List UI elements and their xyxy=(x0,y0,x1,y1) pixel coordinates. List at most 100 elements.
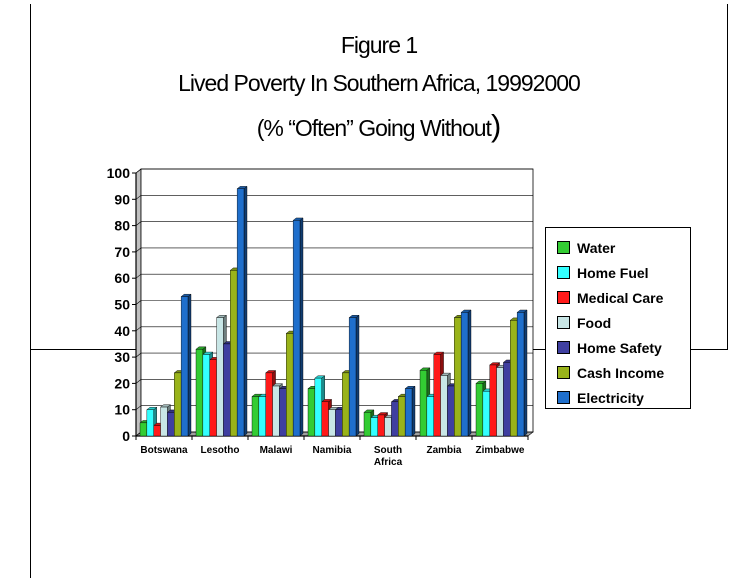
x-tick-label: Lesotho xyxy=(201,445,240,456)
gridline-side xyxy=(135,195,142,200)
bar-food xyxy=(216,317,224,437)
legend-item: Water xyxy=(557,235,690,260)
legend-item: Cash Income xyxy=(557,360,690,385)
legend-item: Home Fuel xyxy=(557,260,690,285)
gridline-side xyxy=(135,168,142,174)
bar-food xyxy=(328,409,336,437)
bar-electricity-side xyxy=(187,293,192,437)
bar-home-safety xyxy=(223,343,231,437)
y-tick-label: 50 xyxy=(114,297,130,313)
bar-electricity xyxy=(292,220,301,437)
x-tick-label: Malawi xyxy=(260,445,293,456)
gridline-side xyxy=(135,379,142,384)
y-tick-label: 70 xyxy=(114,244,130,260)
legend-label: Cash Income xyxy=(577,364,665,381)
bar-home-safety xyxy=(391,401,399,437)
bar-home-safety xyxy=(279,388,287,437)
legend-label: Electricity xyxy=(577,389,644,406)
bar-home-safety xyxy=(167,412,175,437)
bar-food xyxy=(384,417,392,437)
bar-home-safety xyxy=(335,409,343,437)
bar-home-fuel xyxy=(202,354,210,437)
legend-item: Electricity xyxy=(557,385,690,410)
bar-medical-care xyxy=(321,401,329,437)
bar-water xyxy=(363,412,372,437)
bar-water xyxy=(251,396,260,437)
page-left-rule xyxy=(30,350,31,578)
y-tick-label: 30 xyxy=(114,349,130,365)
y-tick-label: 100 xyxy=(107,165,131,181)
bar-electricity xyxy=(404,388,413,437)
gridline-side xyxy=(135,405,142,410)
bar-medical-care xyxy=(265,372,273,437)
y-tick-label: 0 xyxy=(122,428,130,444)
chart-title-text: Lived Poverty In Southern Africa, 1999 xyxy=(178,70,534,96)
legend-label: Water xyxy=(577,239,616,256)
bar-electricity xyxy=(180,296,189,437)
x-tick-label: Zambia xyxy=(426,445,461,456)
legend-swatch xyxy=(557,391,570,404)
x-tick-label: South Africa xyxy=(374,445,403,468)
bar-medical-care xyxy=(153,425,161,437)
legend-swatch xyxy=(557,241,570,254)
bar-electricity-side xyxy=(355,314,360,437)
gridline-side xyxy=(135,326,142,332)
bar-cash-income xyxy=(342,372,350,437)
bar-cash-income xyxy=(230,270,238,437)
bar-cash-income xyxy=(510,320,518,437)
bar-electricity-side xyxy=(411,385,416,437)
legend-swatch xyxy=(557,366,570,379)
bar-cash-income xyxy=(174,372,182,437)
bar-home-safety xyxy=(503,362,511,437)
bar-food xyxy=(496,367,504,437)
legend-swatch xyxy=(557,291,570,304)
gridline-side xyxy=(135,221,142,226)
bar-water xyxy=(139,422,148,437)
bar-home-fuel xyxy=(258,396,266,437)
y-tick-label: 10 xyxy=(114,402,130,418)
chart-subtitle: (% “Often” Going Without) xyxy=(30,108,728,144)
bar-electricity-side xyxy=(467,309,472,437)
y-tick-label: 20 xyxy=(114,375,130,391)
chart-title: Lived Poverty In Southern Africa, 199920… xyxy=(30,70,728,97)
bar-home-fuel xyxy=(314,377,322,437)
legend-swatch xyxy=(557,266,570,279)
legend-label: Home Safety xyxy=(577,339,662,356)
bar-electricity xyxy=(236,188,245,437)
gridline-side xyxy=(135,300,142,305)
gridline-side xyxy=(135,352,142,358)
bar-medical-care xyxy=(209,359,217,437)
y-tick-label: 80 xyxy=(114,218,130,234)
bar-food xyxy=(440,375,448,437)
figure-number: Figure 1 xyxy=(340,32,418,58)
y-tick-label: 90 xyxy=(114,191,130,207)
gridline-side xyxy=(135,247,142,253)
x-tick-label: Namibia xyxy=(313,445,352,456)
bar-food xyxy=(160,406,168,437)
bar-cash-income xyxy=(454,317,462,437)
bar-water xyxy=(419,370,428,437)
x-tick-label: Botswana xyxy=(140,445,188,456)
bar-electricity xyxy=(516,312,525,437)
legend-swatch xyxy=(557,316,570,329)
bar-cash-income xyxy=(286,333,294,437)
legend-label: Medical Care xyxy=(577,289,664,306)
bar-water xyxy=(195,349,204,437)
chart-subtitle-text: (% “Often” Going Without xyxy=(256,115,492,141)
y-tick-label: 40 xyxy=(114,323,130,339)
bar-electricity-side xyxy=(243,185,248,437)
bar-water xyxy=(307,388,316,437)
legend: Water Home Fuel Medical Care Food Home Safet… xyxy=(545,227,691,409)
bar-medical-care xyxy=(433,354,441,437)
legend-item: Food xyxy=(557,310,690,335)
bar-home-fuel xyxy=(370,417,378,437)
bar-electricity xyxy=(460,312,469,437)
bar-home-safety xyxy=(447,385,455,437)
y-tick-label: 60 xyxy=(114,270,130,286)
bar-home-fuel xyxy=(426,396,434,437)
gridline-side xyxy=(135,273,142,279)
legend-swatch xyxy=(557,341,570,354)
bar-water xyxy=(475,383,484,437)
bar-electricity-side xyxy=(523,309,528,437)
